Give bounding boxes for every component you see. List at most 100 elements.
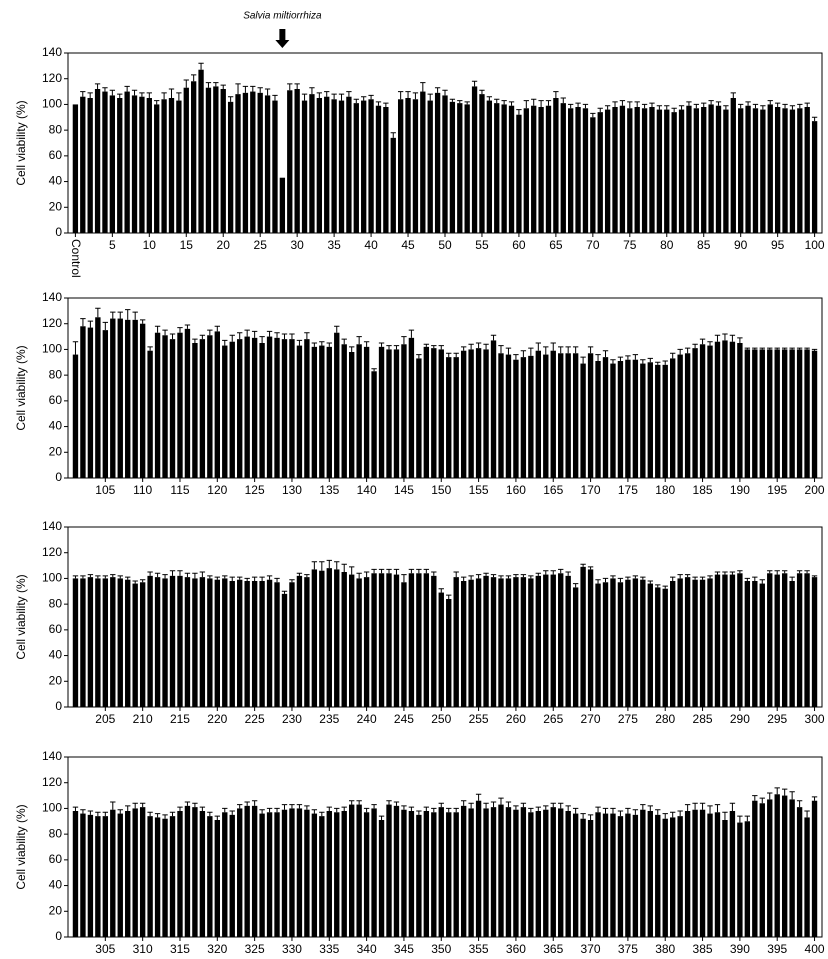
x-tick-label: 105 [95, 483, 115, 497]
bar [483, 349, 489, 478]
bar [678, 109, 685, 233]
error-bar [464, 101, 470, 105]
error-bar [568, 103, 574, 109]
bar [625, 359, 631, 478]
bar [162, 578, 168, 707]
bar [580, 566, 586, 707]
error-bar [311, 561, 318, 570]
bar [326, 346, 332, 478]
error-bar [363, 571, 370, 578]
bar [744, 581, 751, 707]
x-tick-label: 5 [109, 238, 116, 252]
y-tick-label: 80 [49, 596, 63, 610]
bar [341, 344, 347, 478]
bar [296, 808, 303, 937]
bar [192, 807, 198, 937]
bar [655, 587, 661, 707]
bar [438, 807, 444, 937]
error-bar [341, 338, 347, 345]
error-bar [804, 810, 810, 818]
bar [257, 92, 263, 233]
bar [304, 809, 310, 937]
bar [558, 353, 564, 478]
error-bar [468, 575, 474, 580]
error-bar [446, 352, 452, 358]
y-tick-label: 40 [49, 174, 63, 188]
bar [401, 582, 407, 707]
error-bar [744, 347, 751, 350]
error-bar [383, 102, 389, 107]
error-bar [460, 576, 467, 581]
error-bar [289, 804, 295, 809]
bar [214, 579, 220, 707]
bar [610, 578, 616, 707]
error-bar [378, 342, 385, 347]
bar [513, 359, 519, 478]
error-bar [627, 101, 633, 109]
bar [468, 808, 474, 937]
bar [289, 808, 295, 937]
bar [453, 357, 459, 478]
bar [811, 800, 818, 937]
y-tick-label: 60 [49, 852, 63, 866]
error-bar [604, 105, 611, 110]
error-bar [346, 91, 352, 97]
error-bar [647, 580, 653, 584]
x-tick-label: 70 [586, 238, 600, 252]
error-bar [498, 797, 504, 805]
error-bar [408, 329, 415, 338]
bar [475, 800, 482, 937]
error-bar [796, 800, 803, 808]
error-bar [117, 809, 123, 814]
error-bar [686, 101, 692, 106]
bar [356, 344, 362, 478]
error-bar [550, 570, 556, 575]
x-tick-label: 65 [549, 238, 563, 252]
error-bar [565, 346, 571, 354]
bar [737, 822, 743, 937]
error-bar [625, 576, 631, 580]
error-bar [301, 93, 308, 101]
bar [427, 100, 433, 233]
error-bar [251, 576, 258, 581]
x-tick-label: 195 [767, 483, 787, 497]
error-bar [371, 368, 377, 372]
error-bar [550, 802, 556, 808]
error-bar [595, 579, 601, 584]
bar [587, 353, 594, 478]
error-bar [572, 807, 579, 814]
bar [309, 94, 315, 234]
error-bar [139, 579, 146, 583]
y-tick-label: 40 [49, 878, 63, 892]
error-bar [655, 361, 661, 365]
bar [431, 575, 437, 707]
bar [595, 583, 601, 707]
bar [627, 108, 633, 233]
bar [192, 343, 198, 478]
bar [744, 821, 751, 937]
y-tick-label: 120 [42, 545, 62, 559]
bar [434, 92, 441, 233]
error-bar [625, 807, 631, 814]
x-tick-label: 290 [730, 712, 750, 726]
bar [446, 357, 452, 478]
bar [250, 91, 256, 233]
error-bar [664, 105, 670, 110]
bar [348, 352, 355, 478]
error-bar [528, 347, 534, 356]
error-bar [304, 574, 310, 578]
bar [117, 813, 123, 937]
bar [640, 363, 646, 478]
error-bar [662, 813, 668, 819]
error-bar [110, 311, 116, 319]
error-bar [117, 575, 123, 579]
annotation: Salvia miltiorrhiza [243, 11, 322, 22]
bar [505, 807, 512, 937]
error-bar [237, 804, 243, 809]
bar [774, 107, 781, 233]
error-bar [87, 320, 94, 328]
error-bar [184, 572, 191, 578]
error-bar [132, 580, 138, 584]
bar [251, 805, 258, 937]
error-bar [693, 103, 699, 109]
